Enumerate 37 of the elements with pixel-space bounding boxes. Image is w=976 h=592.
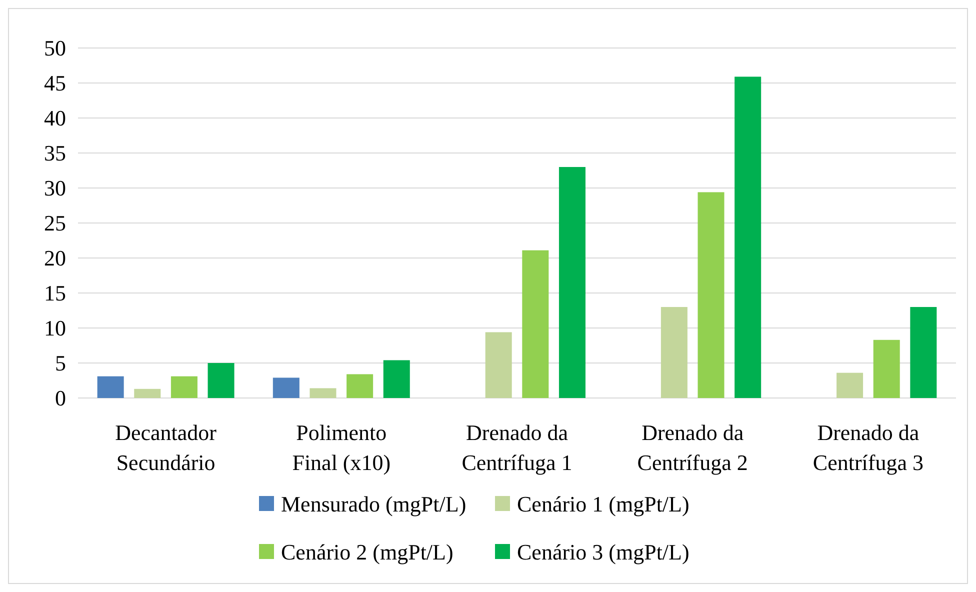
y-tick-label: 0 <box>55 386 66 411</box>
y-tick-label: 35 <box>44 140 66 166</box>
x-tick-label: Drenado da Centrífuga 2 <box>637 420 748 475</box>
y-tick-label: 45 <box>44 70 66 96</box>
legend-label: Cenário 2 (mgPt/L) <box>281 540 454 565</box>
legend-label: Cenário 3 (mgPt/L) <box>517 540 690 565</box>
y-tick-label: 10 <box>44 316 66 341</box>
bar <box>558 167 586 398</box>
bar <box>522 250 549 398</box>
y-tick-label: 40 <box>44 106 66 131</box>
bar <box>272 378 300 398</box>
x-tick-label: Drenado da Centrífuga 1 <box>462 420 572 475</box>
x-tick-label: Drenado da Centrífuga 3 <box>812 420 924 475</box>
legend-label: Mensurado (mgPt/L) <box>281 492 466 517</box>
bar <box>660 307 688 398</box>
legend-label: Cenário 1 (mgPt/L) <box>517 492 690 517</box>
bar <box>485 332 512 398</box>
y-tick-label: 25 <box>44 210 66 236</box>
bar <box>910 307 937 398</box>
bar <box>134 388 161 398</box>
bar <box>170 376 198 398</box>
y-tick-label: 5 <box>55 350 66 376</box>
bar <box>836 372 864 398</box>
y-tick-label: 50 <box>44 36 66 61</box>
bar <box>208 363 234 398</box>
bar <box>346 374 374 398</box>
y-tick-label: 15 <box>44 280 66 306</box>
bar <box>383 360 410 398</box>
y-tick-label: 30 <box>44 176 66 201</box>
y-tick-label: 20 <box>44 246 66 271</box>
x-tick-label: Decantador Secundário <box>115 420 218 475</box>
bar <box>873 340 900 398</box>
bar <box>97 376 124 398</box>
x-tick-label: Polimento Final (x10) <box>292 420 391 475</box>
bar <box>310 388 336 398</box>
bar <box>734 76 762 398</box>
bar <box>698 192 724 398</box>
